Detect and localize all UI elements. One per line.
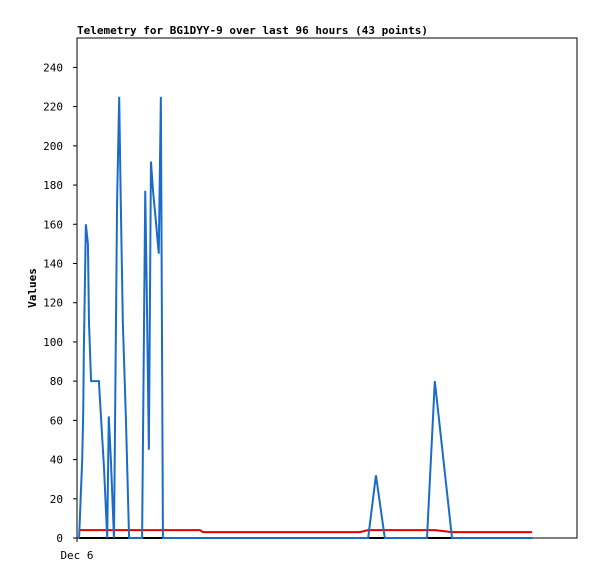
chart-title: Telemetry for BG1DYY-9 over last 96 hour… xyxy=(77,24,428,37)
y-tick-label: 80 xyxy=(50,375,63,388)
y-tick-label: 60 xyxy=(50,414,63,427)
y-tick-label: 20 xyxy=(50,493,63,506)
y-tick-label: 40 xyxy=(50,454,63,467)
x-tick-label: Dec 6 xyxy=(60,549,93,562)
y-tick-label: 200 xyxy=(43,140,63,153)
y-tick-label: 220 xyxy=(43,101,63,114)
y-tick-label: 160 xyxy=(43,218,63,231)
y-axis-label: Values xyxy=(26,268,39,308)
y-tick-label: 0 xyxy=(56,532,63,545)
y-tick-label: 100 xyxy=(43,336,63,349)
series-line xyxy=(79,529,533,534)
y-tick-label: 120 xyxy=(43,297,63,310)
y-tick-label: 240 xyxy=(43,61,63,74)
y-tick-label: 180 xyxy=(43,179,63,192)
y-tick-label: 140 xyxy=(43,257,63,270)
series-line xyxy=(78,96,533,539)
plot-frame xyxy=(76,37,578,539)
